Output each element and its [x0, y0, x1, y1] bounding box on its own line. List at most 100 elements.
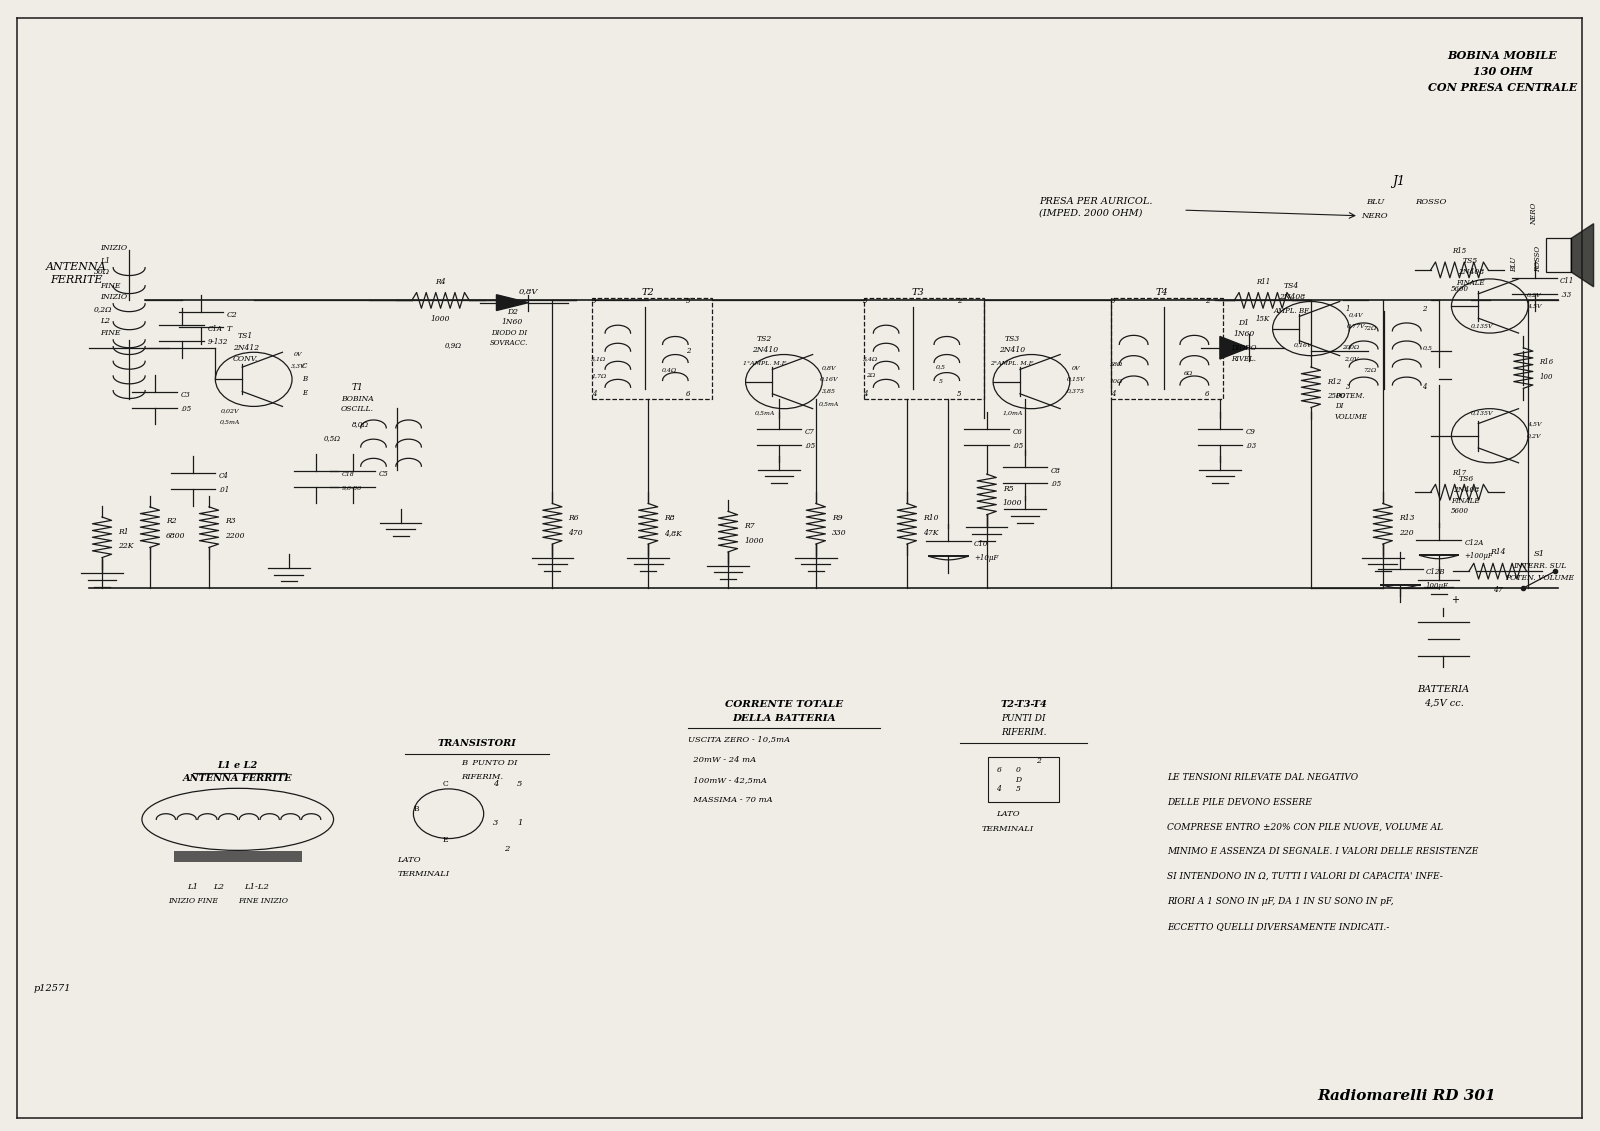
Text: 2200: 2200 [226, 533, 245, 541]
Text: 0,8V: 0,8V [821, 365, 835, 371]
Text: 0,5mA: 0,5mA [819, 402, 838, 407]
Text: 2N408: 2N408 [1278, 293, 1306, 301]
Text: 47K: 47K [923, 529, 938, 537]
Text: CONV.: CONV. [234, 355, 258, 363]
Text: 0,5mA: 0,5mA [219, 420, 240, 425]
Text: VOLUME: VOLUME [1334, 413, 1368, 421]
Text: CORRENTE TOTALE: CORRENTE TOTALE [725, 700, 843, 708]
Text: S1: S1 [1534, 550, 1546, 559]
Text: FINALE: FINALE [1456, 279, 1485, 287]
Text: R9: R9 [832, 515, 843, 523]
Text: 3: 3 [1110, 297, 1115, 305]
Text: 0V: 0V [1072, 365, 1080, 371]
Text: 2: 2 [1422, 305, 1427, 313]
Text: 4: 4 [997, 785, 1002, 793]
Text: TRANSISTORI: TRANSISTORI [438, 739, 517, 748]
Text: C3: C3 [181, 391, 190, 399]
Text: 0V: 0V [294, 352, 302, 357]
Text: 100: 100 [1539, 373, 1552, 381]
Text: .05: .05 [805, 442, 816, 450]
Text: SOVRACC.: SOVRACC. [490, 339, 528, 347]
Text: 0,8V: 0,8V [518, 287, 538, 295]
Text: NERO: NERO [1531, 202, 1539, 225]
Text: DI: DI [1334, 403, 1344, 411]
Text: 6: 6 [1205, 390, 1210, 398]
Text: .01: .01 [219, 486, 230, 494]
Text: DELLE PILE DEVONO ESSERE: DELLE PILE DEVONO ESSERE [1166, 797, 1312, 806]
Text: C8: C8 [1051, 467, 1061, 475]
Text: 4: 4 [592, 390, 597, 398]
Text: C18: C18 [341, 472, 354, 476]
Text: 0,135V: 0,135V [1470, 411, 1493, 416]
Text: L1: L1 [187, 883, 198, 891]
Text: 3,85: 3,85 [822, 388, 835, 394]
Text: 2N412: 2N412 [232, 344, 259, 352]
Text: 0,4Ω: 0,4Ω [661, 368, 677, 373]
Bar [174, 851, 302, 862]
Text: T: T [227, 325, 232, 333]
Text: L2: L2 [101, 317, 110, 325]
Text: L1: L1 [101, 257, 110, 265]
Text: 1N60: 1N60 [1234, 330, 1254, 338]
Text: R17: R17 [1453, 469, 1467, 477]
Text: R7: R7 [744, 523, 755, 530]
Text: 5: 5 [939, 379, 942, 385]
Text: 4,5V: 4,5V [1528, 303, 1542, 309]
Text: R5: R5 [1003, 485, 1013, 493]
Bar [1546, 239, 1571, 273]
Text: 0,02V: 0,02V [221, 408, 238, 414]
Text: 5: 5 [517, 779, 523, 787]
Text: TS1: TS1 [238, 333, 253, 340]
Text: FERRITE: FERRITE [50, 275, 102, 285]
Polygon shape [1571, 224, 1594, 287]
Text: 2N410: 2N410 [1000, 346, 1026, 354]
Text: 5: 5 [686, 297, 690, 305]
Text: INIZIO: INIZIO [101, 293, 128, 301]
Text: Radiomarelli RD 301: Radiomarelli RD 301 [1317, 1089, 1496, 1103]
Text: 100mW - 42,5mA: 100mW - 42,5mA [688, 776, 766, 784]
Text: B: B [413, 805, 419, 813]
Text: R3: R3 [226, 518, 235, 526]
Text: POTEM.: POTEM. [1334, 392, 1365, 400]
Text: 6: 6 [997, 766, 1002, 774]
Text: DIODO: DIODO [1230, 344, 1256, 352]
Text: 5600: 5600 [1451, 507, 1469, 515]
Text: 0,5Ω: 0,5Ω [323, 434, 341, 442]
Bar [989, 758, 1059, 802]
Text: 0,2Ω: 0,2Ω [94, 305, 112, 313]
Text: 6: 6 [686, 390, 690, 398]
Text: R10: R10 [923, 515, 938, 523]
Polygon shape [496, 295, 528, 311]
Text: ROSSO: ROSSO [1534, 247, 1542, 273]
Text: INTERR. SUL: INTERR. SUL [1512, 561, 1566, 570]
Text: R15: R15 [1453, 248, 1467, 256]
Text: 4,5V cc.: 4,5V cc. [1424, 699, 1464, 708]
Text: LE TENSIONI RILEVATE DAL NEGATIVO: LE TENSIONI RILEVATE DAL NEGATIVO [1166, 772, 1358, 782]
Text: RIORI A 1 SONO IN μF, DA 1 IN SU SONO IN pF,: RIORI A 1 SONO IN μF, DA 1 IN SU SONO IN… [1166, 897, 1394, 906]
Text: D: D [1016, 776, 1022, 784]
Text: 220: 220 [1398, 529, 1413, 537]
Text: T2: T2 [642, 288, 654, 297]
Text: 3: 3 [1346, 383, 1350, 391]
Text: 470: 470 [568, 529, 582, 537]
Text: CON PRESA CENTRALE: CON PRESA CENTRALE [1427, 81, 1578, 93]
Text: R8: R8 [664, 515, 675, 523]
Text: 0,2V: 0,2V [1528, 433, 1542, 438]
Text: 0,4V: 0,4V [1349, 312, 1363, 318]
Text: R6: R6 [568, 515, 579, 523]
Text: DIODO DI: DIODO DI [491, 329, 528, 337]
Text: E: E [302, 389, 307, 397]
Text: R2: R2 [166, 518, 176, 526]
Text: 4,5V: 4,5V [1528, 422, 1542, 428]
Text: 2: 2 [686, 347, 690, 355]
Text: C12A: C12A [1464, 539, 1483, 547]
Text: C10: C10 [974, 541, 989, 549]
Text: 2: 2 [1037, 757, 1042, 765]
Text: 1,7Ω: 1,7Ω [590, 373, 606, 379]
Text: 22K: 22K [118, 543, 133, 551]
Text: 0,135V: 0,135V [1470, 323, 1493, 329]
Text: L2: L2 [213, 883, 224, 891]
Text: 4: 4 [493, 779, 499, 787]
Text: C2: C2 [227, 311, 237, 319]
Text: 10Ω: 10Ω [1109, 379, 1123, 385]
